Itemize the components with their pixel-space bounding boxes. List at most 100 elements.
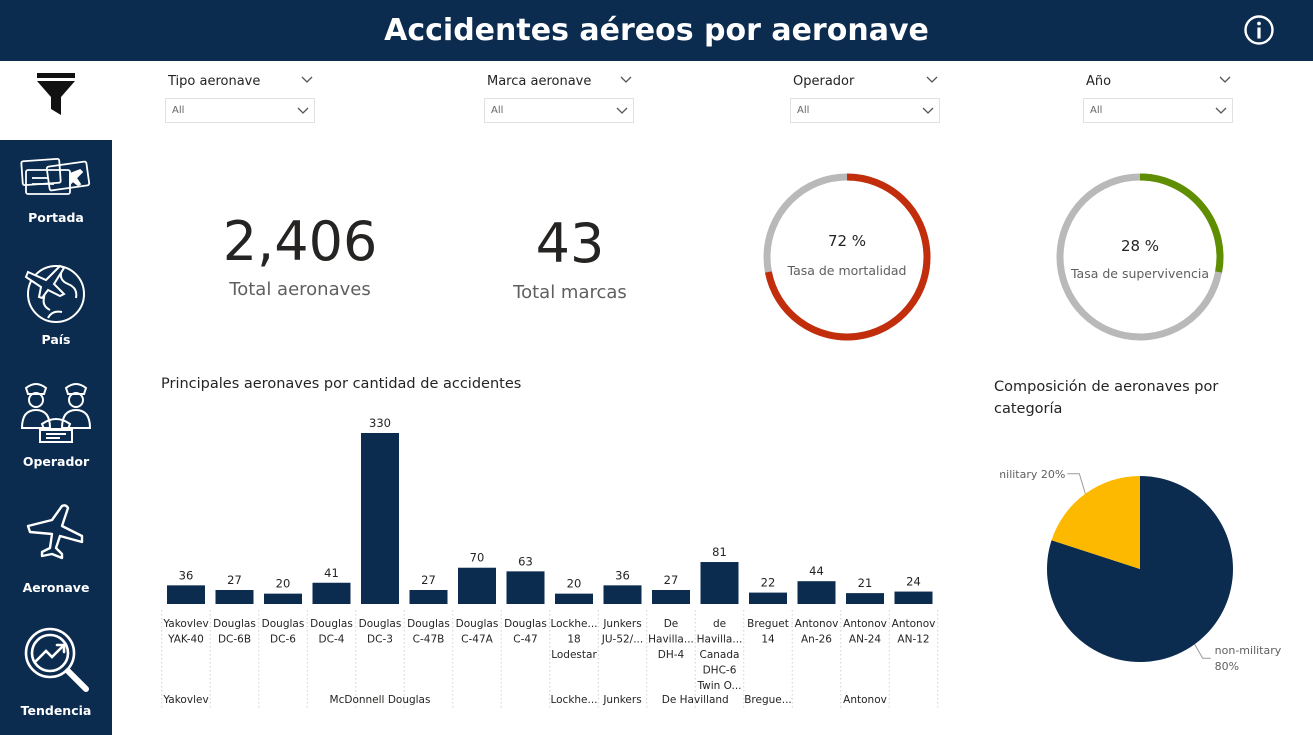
group-label: Antonov <box>843 694 887 706</box>
mortality-rate-label: Tasa de mortalidad <box>787 263 907 278</box>
filter-icon[interactable] <box>28 70 84 120</box>
sidebar: Portada País Operador <box>0 140 112 735</box>
sidebar-item-label: Portada <box>28 210 84 225</box>
bar[interactable] <box>312 582 351 604</box>
pie-leader-line <box>1194 643 1211 659</box>
sidebar-item-operador[interactable]: Operador <box>0 370 112 480</box>
chevron-down-icon[interactable] <box>301 76 313 84</box>
x-tick-label: C-47 <box>513 634 537 646</box>
bar[interactable] <box>361 433 399 604</box>
group-label: Yakovlev <box>162 694 208 706</box>
bar[interactable] <box>264 593 302 604</box>
bar[interactable] <box>603 585 642 604</box>
x-tick-label: Lodestar <box>551 649 597 661</box>
bar-chart-title: Principales aeronaves por cantidad de ac… <box>161 376 522 392</box>
kpi-total-marcas-value: 43 <box>535 212 605 275</box>
sidebar-item-aeronave[interactable]: Aeronave <box>0 490 112 600</box>
filter-dropdown[interactable]: All <box>165 98 315 123</box>
chevron-down-icon <box>297 107 309 114</box>
filter-dropdown[interactable]: All <box>1083 98 1233 123</box>
pie-label: 80% <box>1215 660 1239 673</box>
chevron-down-icon[interactable] <box>1219 76 1231 84</box>
mortality-gauge-arc <box>764 173 931 341</box>
bar-value-label: 27 <box>227 573 242 587</box>
filter-title: Operador <box>793 74 855 89</box>
group-label: Junkers <box>602 694 641 706</box>
chevron-down-icon[interactable] <box>926 76 938 84</box>
bar[interactable] <box>749 592 787 604</box>
sidebar-item-label: Aeronave <box>22 580 90 595</box>
bar[interactable] <box>797 581 836 604</box>
filter-dropdown[interactable]: All <box>790 98 940 123</box>
pie-label: non-military <box>1215 644 1282 657</box>
filter-dropdown[interactable]: All <box>484 98 634 123</box>
bar[interactable] <box>409 590 448 604</box>
bar-value-label: 70 <box>470 551 485 565</box>
bar[interactable] <box>215 590 254 604</box>
x-tick-label: An-26 <box>801 634 832 646</box>
x-tick-label: De <box>664 618 679 630</box>
bar[interactable] <box>506 571 545 604</box>
bar[interactable] <box>700 562 739 604</box>
bar[interactable] <box>167 585 205 604</box>
pie-leader-line <box>1067 473 1086 494</box>
survival-rate-label: Tasa de supervivencia <box>1070 266 1210 281</box>
sidebar-item-portada[interactable]: Portada <box>0 140 112 240</box>
bar-chart: 36 Yakovlev YAK-40 27 Douglas DC-6B 20 Douglas D… <box>161 416 939 710</box>
info-icon[interactable] <box>1243 14 1275 46</box>
x-tick-label: de <box>713 618 726 630</box>
x-tick-label: Douglas <box>213 618 256 630</box>
x-tick-label: DC-6B <box>218 634 251 646</box>
x-tick-label: Douglas <box>359 618 402 630</box>
bar-value-label: 20 <box>276 577 291 591</box>
x-tick-label: Antonov <box>795 618 839 630</box>
bar[interactable] <box>894 591 933 604</box>
pie-slice-military[interactable] <box>1051 476 1140 569</box>
x-tick-label: 14 <box>761 634 775 646</box>
header-bar: Accidentes aéreos por aeronave <box>0 0 1313 61</box>
bar[interactable] <box>846 593 884 604</box>
survival-gauge <box>1056 173 1224 341</box>
filter-value: All <box>797 105 810 116</box>
survival-rate-value: 28 % <box>1120 237 1160 255</box>
bar-value-label: 24 <box>906 575 921 589</box>
x-tick-label: DH-4 <box>658 649 685 661</box>
bar-value-label: 20 <box>567 577 582 591</box>
x-tick-label: Yakovlev <box>162 618 208 630</box>
pie-chart: non-military 80% military 20% <box>1000 468 1282 673</box>
bar[interactable] <box>458 567 496 604</box>
bar[interactable] <box>652 590 690 604</box>
airplane-icon <box>26 504 84 560</box>
x-tick-label: JU-52/... <box>601 634 643 646</box>
x-tick-label: AN-24 <box>849 634 882 646</box>
sidebar-item-tendencia[interactable]: Tendencia <box>0 615 112 725</box>
x-tick-label: Douglas <box>407 618 450 630</box>
x-tick-label: DC-3 <box>367 634 393 646</box>
group-label: Lockhe... <box>550 694 597 706</box>
x-tick-label: YAK-40 <box>167 634 204 646</box>
chevron-down-icon <box>922 107 934 114</box>
kpi-total-aeronaves-label: Total aeronaves <box>229 279 371 300</box>
sidebar-item-label: Tendencia <box>20 703 92 718</box>
x-tick-label: C-47B <box>413 634 445 646</box>
filter-title: Año <box>1086 74 1112 89</box>
group-label: De Havilland <box>662 694 729 706</box>
kpi-total-marcas-label: Total marcas <box>513 282 627 303</box>
x-tick-label: Junkers <box>602 618 641 630</box>
bar-value-label: 27 <box>664 573 679 587</box>
x-tick-label: DC-4 <box>319 634 345 646</box>
x-tick-label: Antonov <box>843 618 887 630</box>
filter-marca-aeronave: Marca aeronave All <box>484 62 634 123</box>
page-title: Accidentes aéreos por aeronave <box>384 13 929 48</box>
bar-value-label: 22 <box>761 576 776 590</box>
filter-tipo-aeronave: Tipo aeronave All <box>165 62 315 123</box>
x-tick-label: Antonov <box>892 618 936 630</box>
x-tick-label: Lockhe... <box>550 618 597 630</box>
tickets-icon <box>20 157 91 195</box>
bar-value-label: 41 <box>324 566 339 580</box>
sidebar-item-pais[interactable]: País <box>0 250 112 360</box>
bar-value-label: 21 <box>858 576 873 590</box>
bar[interactable] <box>555 593 593 604</box>
chevron-down-icon[interactable] <box>620 76 632 84</box>
